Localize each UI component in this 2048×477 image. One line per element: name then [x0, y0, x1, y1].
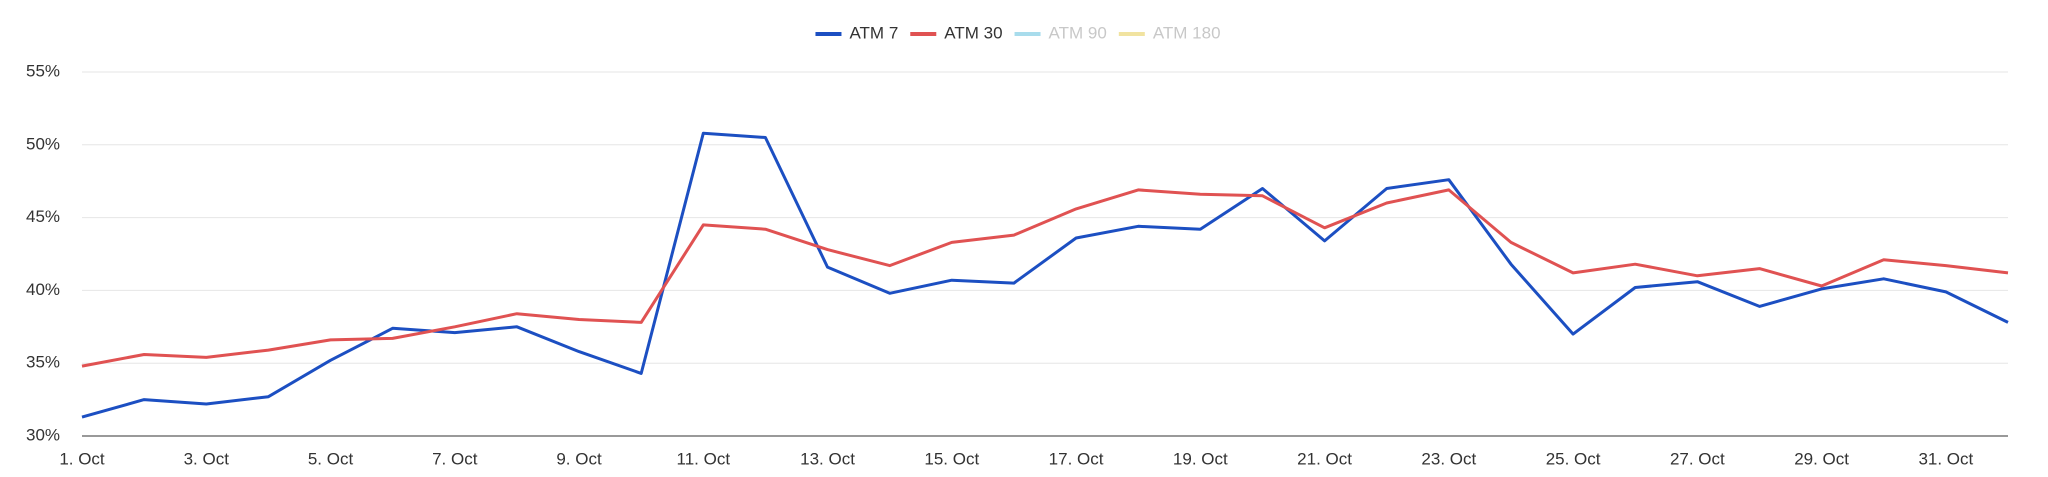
x-tick-label: 11. Oct [677, 449, 731, 468]
x-tick-label: 1. Oct [59, 449, 105, 468]
x-tick-label: 21. Oct [1297, 449, 1352, 468]
x-tick-label: 13. Oct [800, 449, 855, 468]
x-tick-label: 27. Oct [1670, 449, 1725, 468]
x-tick-label: 23. Oct [1421, 449, 1476, 468]
y-tick-label: 35% [26, 353, 60, 372]
x-tick-label: 9. Oct [556, 449, 602, 468]
x-tick-label: 15. Oct [924, 449, 979, 468]
series-line [81, 131, 2009, 419]
y-tick-label: 45% [26, 207, 60, 226]
legend-label: ATM 90 [1049, 23, 1107, 42]
x-tick-label: 31. Oct [1918, 449, 1973, 468]
x-tick-label: 17. Oct [1049, 449, 1104, 468]
x-tick-label: 19. Oct [1173, 449, 1228, 468]
x-tick-label: 3. Oct [184, 449, 230, 468]
legend-label: ATM 7 [849, 23, 898, 42]
x-tick-label: 29. Oct [1794, 449, 1849, 468]
y-tick-label: 30% [26, 425, 60, 444]
x-tick-label: 25. Oct [1546, 449, 1601, 468]
y-tick-label: 55% [26, 61, 60, 80]
legend-label: ATM 30 [944, 23, 1002, 42]
series-line [81, 188, 2009, 368]
x-tick-label: 7. Oct [432, 449, 478, 468]
y-tick-label: 50% [26, 134, 60, 153]
x-tick-label: 5. Oct [308, 449, 354, 468]
y-tick-label: 40% [26, 280, 60, 299]
legend-label: ATM 180 [1153, 23, 1221, 42]
